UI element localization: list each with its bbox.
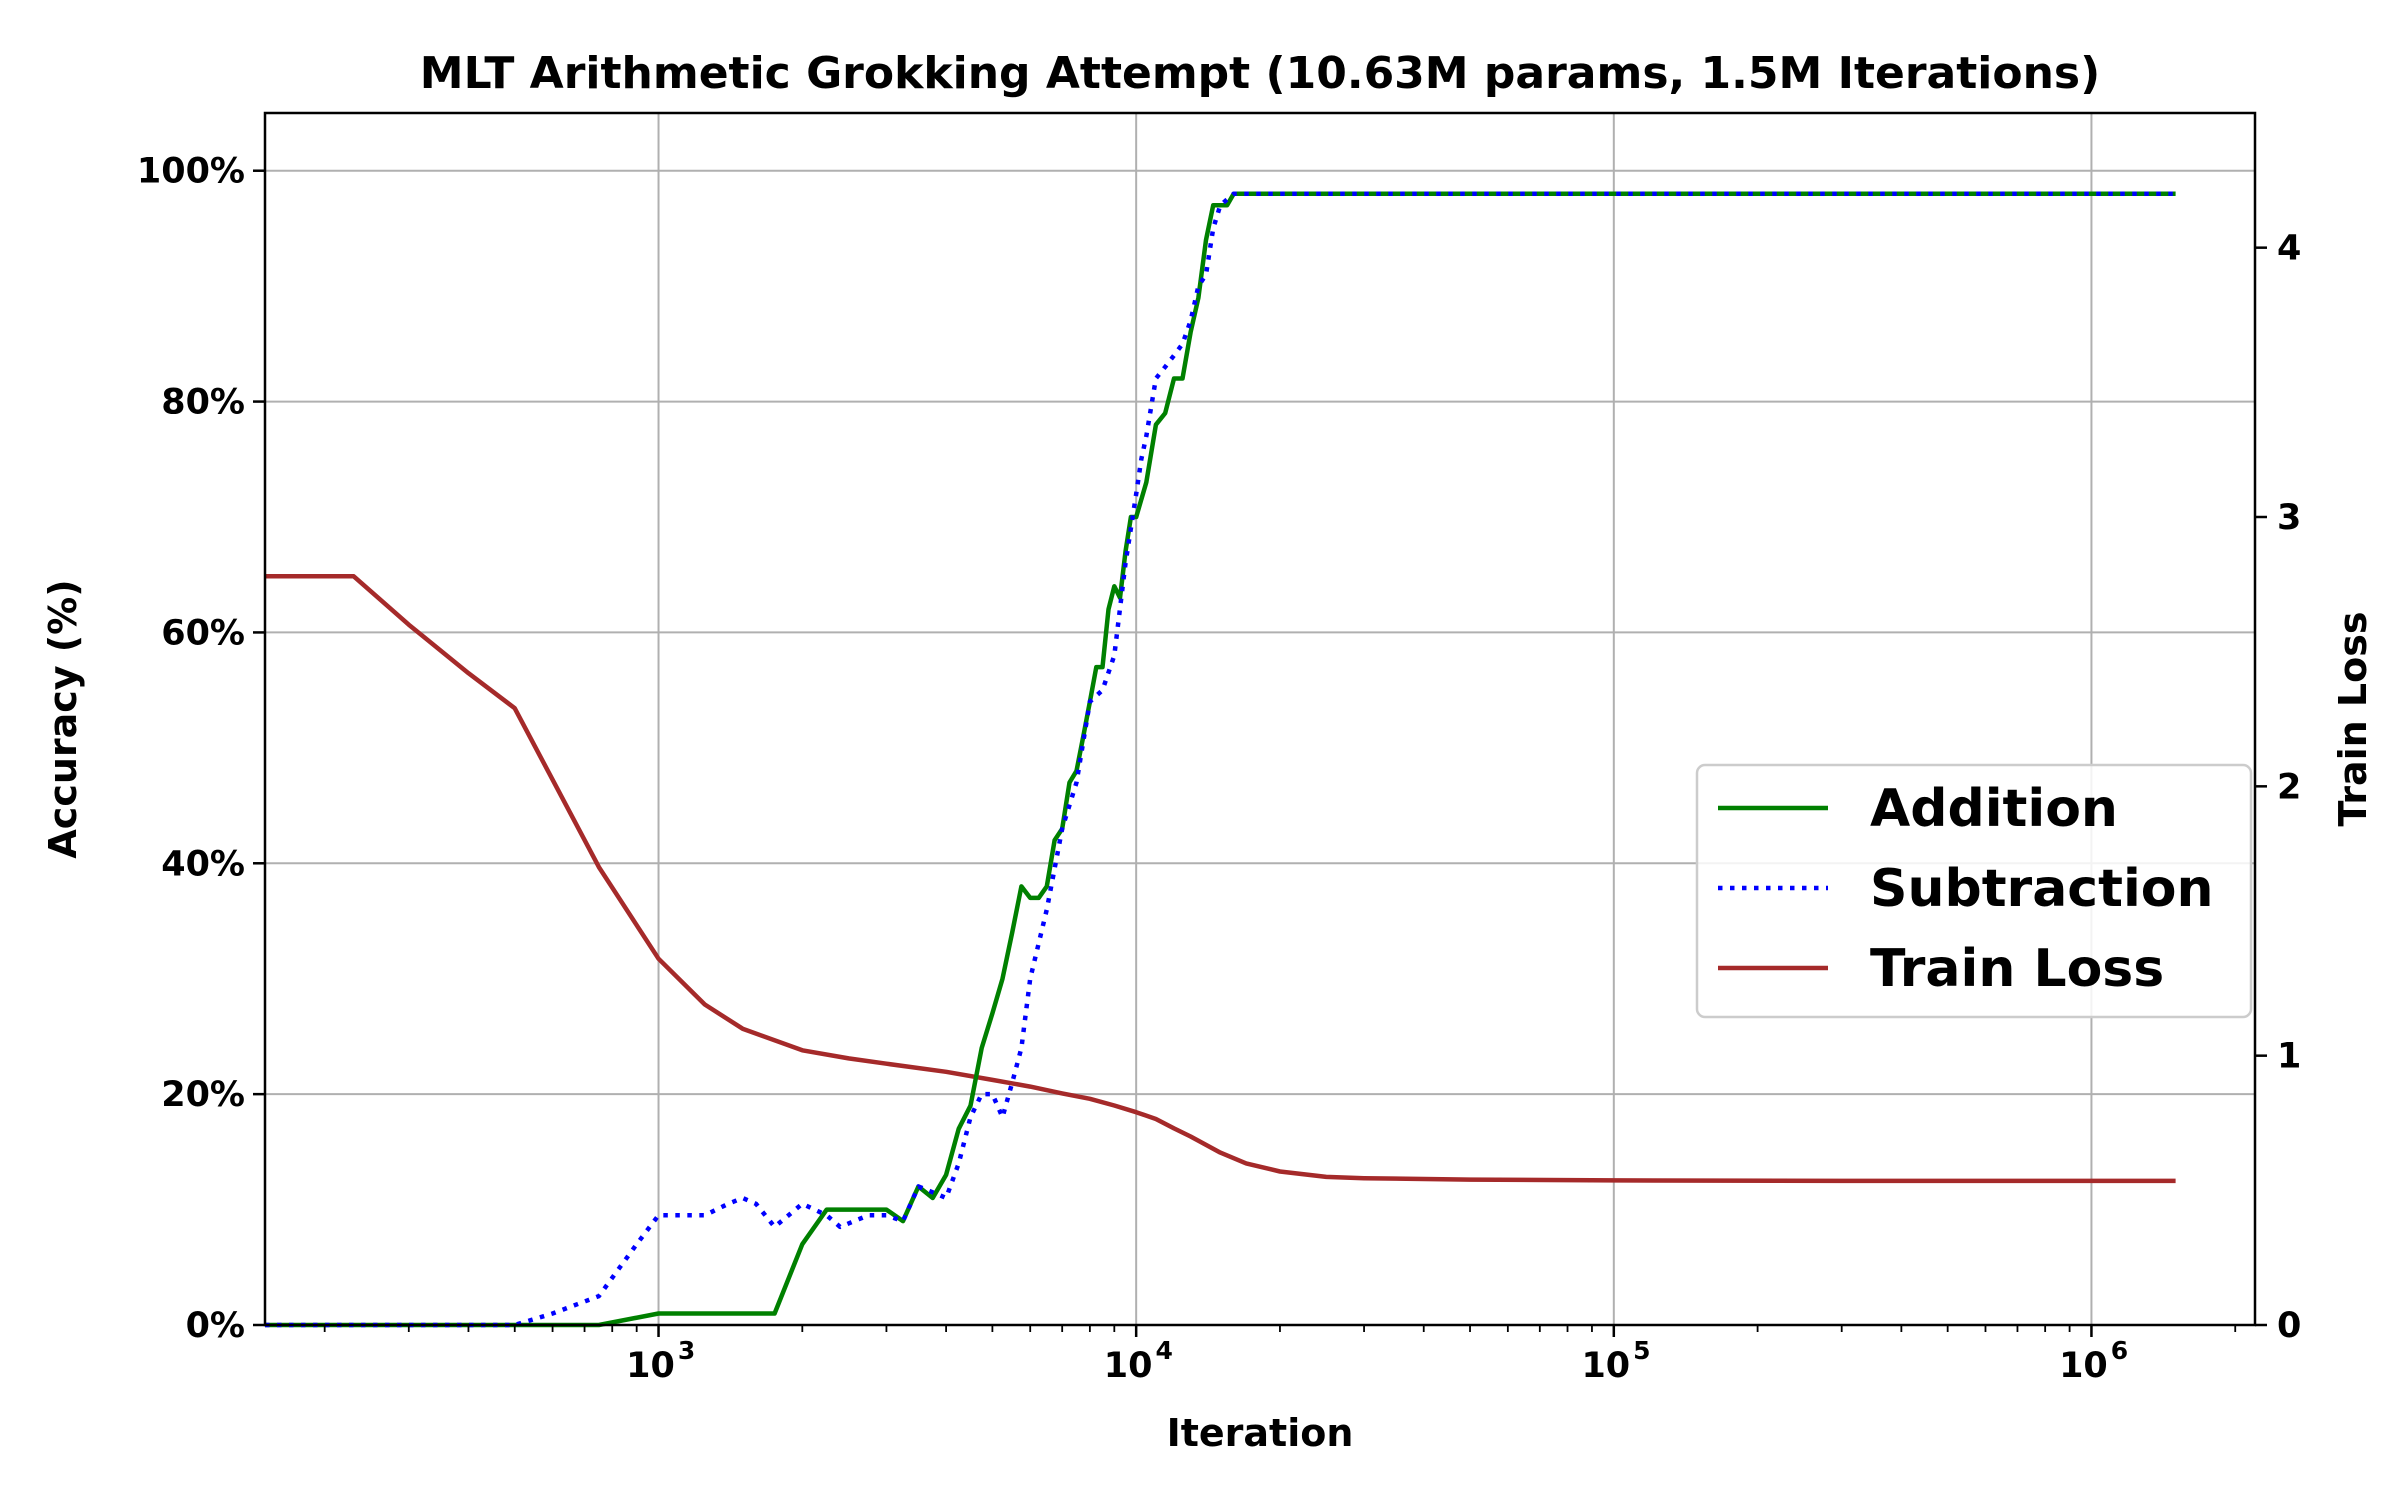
x-axis-label: Iteration bbox=[1167, 1411, 1354, 1455]
series-layer bbox=[265, 191, 2176, 1328]
x-tick-label: 10 bbox=[1104, 1346, 1153, 1386]
x-tick-label: 10 bbox=[2059, 1346, 2108, 1386]
y-tick-label: 40% bbox=[161, 844, 245, 884]
series-line-addition bbox=[265, 191, 2176, 1328]
y2-tick-label: 3 bbox=[2277, 498, 2301, 538]
y-tick-label: 0% bbox=[186, 1306, 245, 1346]
x-tick-exponent: 4 bbox=[1155, 1336, 1172, 1365]
y2-tick-label: 0 bbox=[2277, 1306, 2301, 1346]
y-tick-label: 60% bbox=[161, 613, 245, 653]
series-line-subtraction bbox=[265, 191, 2176, 1328]
legend-label-subtraction: Subtraction bbox=[1870, 859, 2214, 919]
y-tick-label: 80% bbox=[161, 383, 245, 423]
x-tick-label: 10 bbox=[626, 1346, 675, 1386]
legend: Addition Subtraction Train Loss bbox=[1695, 763, 2253, 1019]
x-tick-exponent: 5 bbox=[1633, 1336, 1650, 1365]
y-axis-label: Accuracy (%) bbox=[41, 579, 85, 858]
legend-box bbox=[1695, 763, 2253, 1019]
chart-title: MLT Arithmetic Grokking Attempt (10.63M … bbox=[420, 48, 2100, 99]
legend-label-train-loss: Train Loss bbox=[1870, 939, 2164, 999]
plot-frame bbox=[263, 111, 2257, 1327]
series-line-train-loss bbox=[265, 574, 2176, 1184]
x-tick-exponent: 3 bbox=[678, 1336, 695, 1365]
y2-tick-label: 1 bbox=[2277, 1037, 2301, 1077]
y-tick-label: 100% bbox=[137, 152, 245, 192]
y-tick-label: 20% bbox=[161, 1075, 245, 1115]
x-tick-label: 10 bbox=[1581, 1346, 1630, 1386]
y2-tick-label: 2 bbox=[2277, 767, 2301, 807]
y2-axis-label: Train Loss bbox=[2331, 612, 2375, 827]
legend-label-addition: Addition bbox=[1870, 779, 2118, 839]
y2-tick-label: 4 bbox=[2277, 229, 2301, 269]
x-tick-exponent: 6 bbox=[2111, 1336, 2128, 1365]
